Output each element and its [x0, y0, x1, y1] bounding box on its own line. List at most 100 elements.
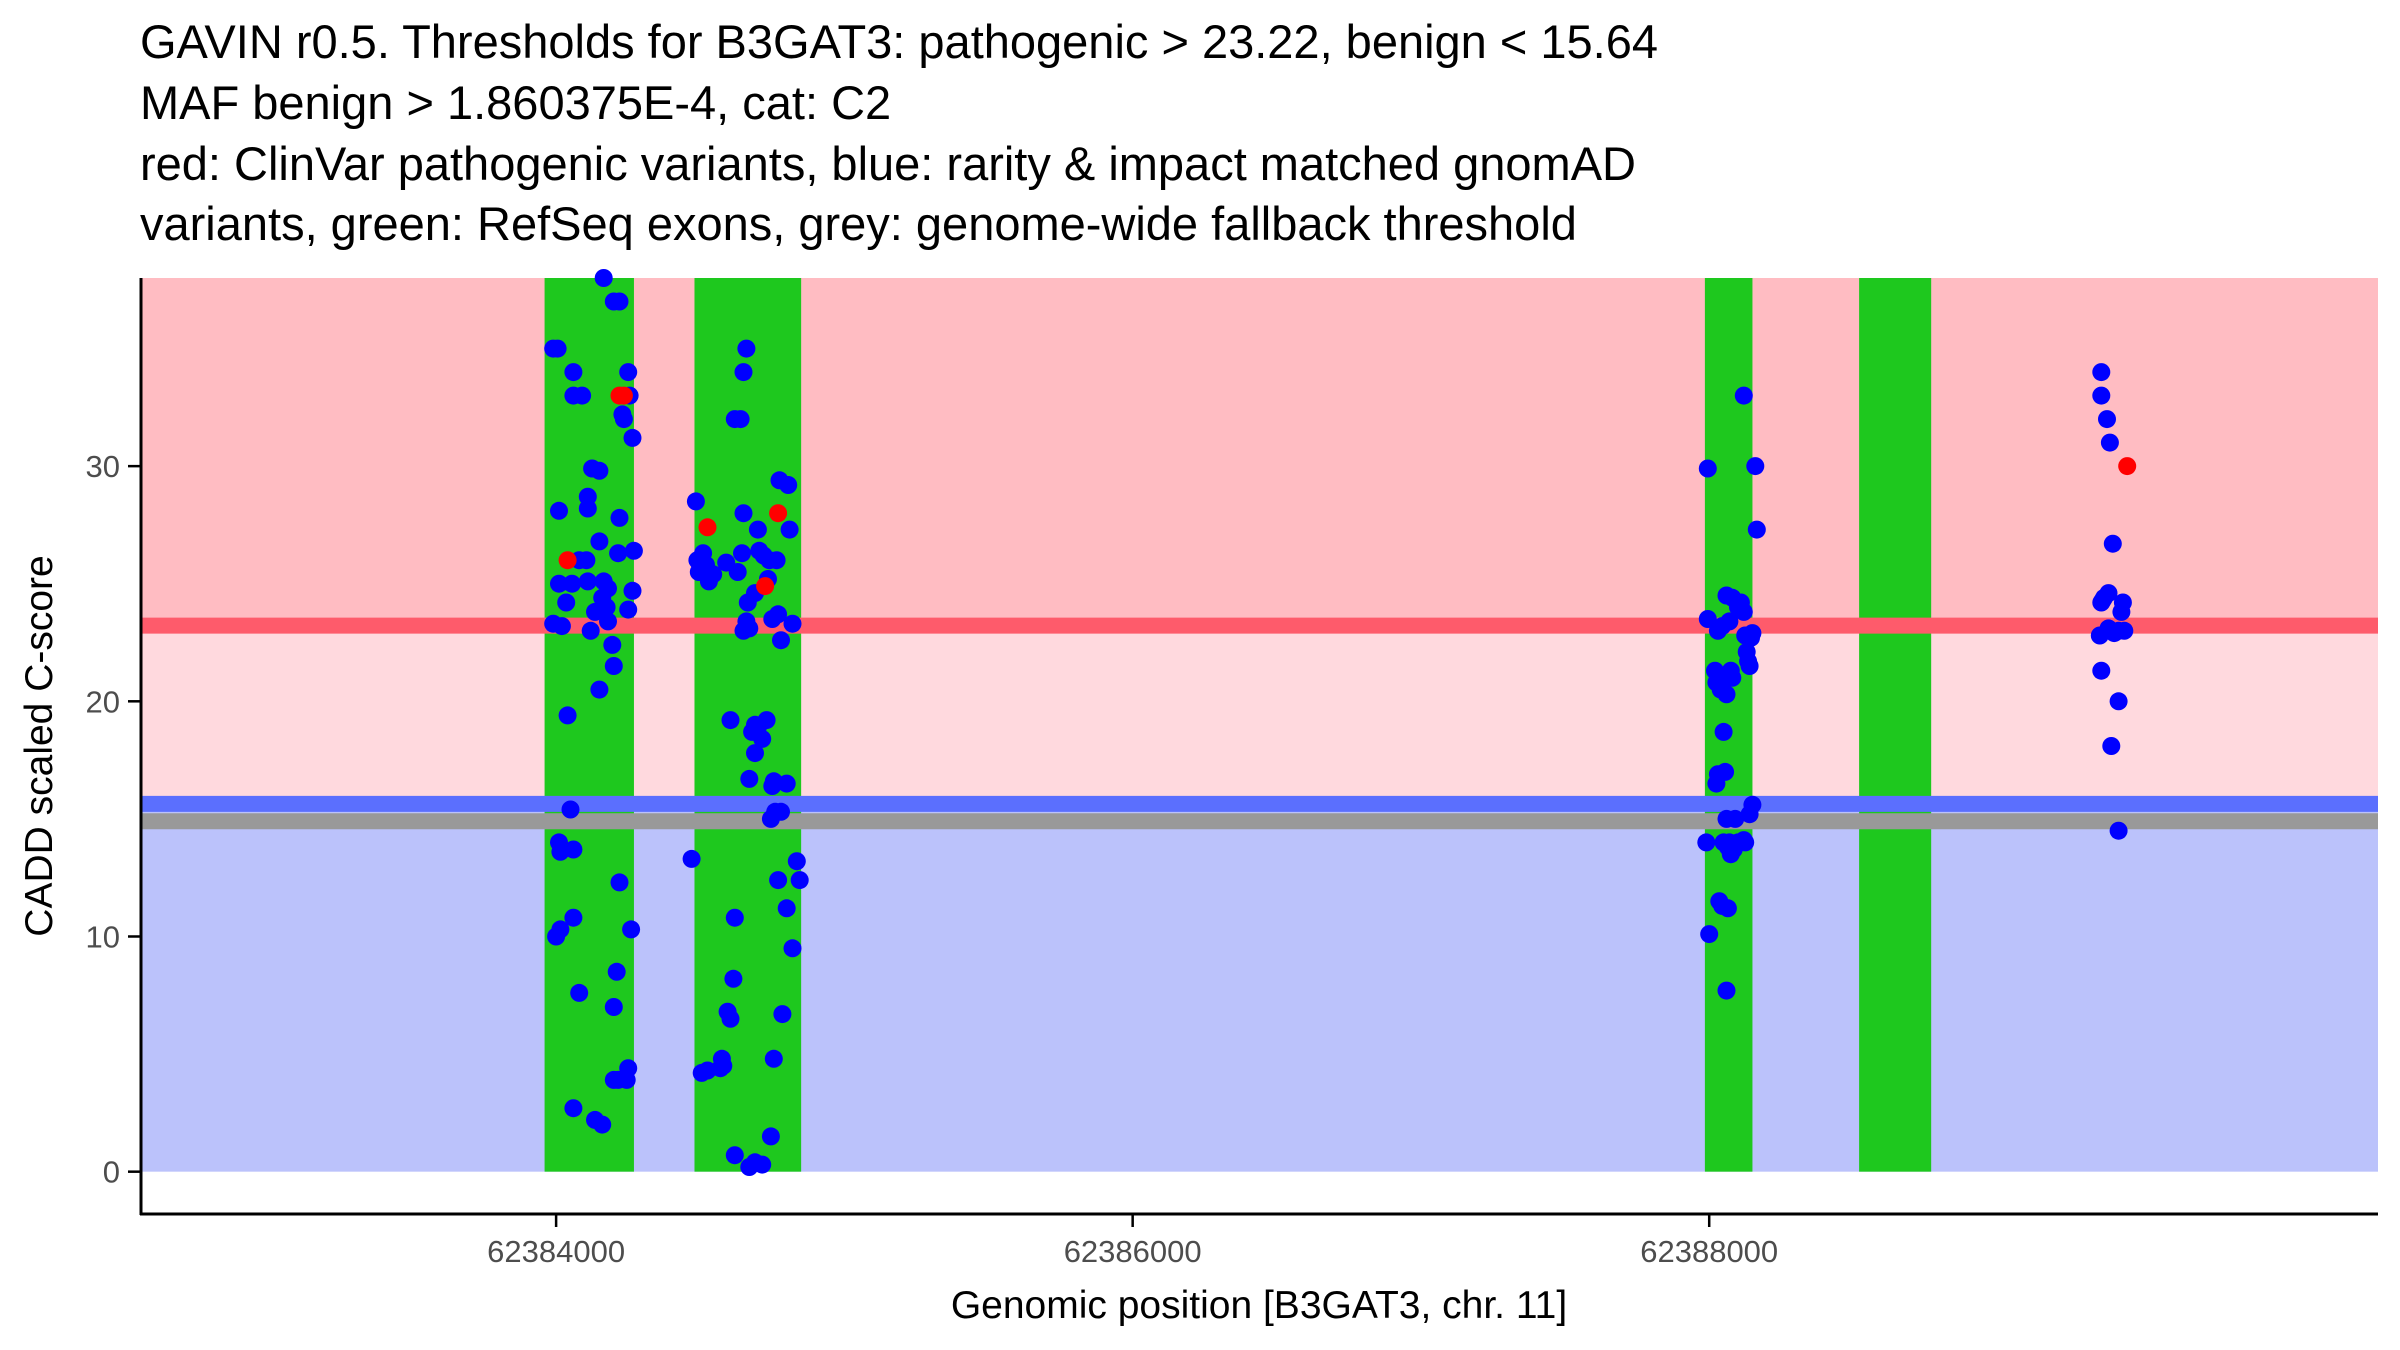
benign-variant-point-51 — [564, 1099, 583, 1118]
benign-variant-point-181 — [2092, 386, 2111, 405]
benign-variant-point-81 — [767, 551, 786, 570]
exon-band-4 — [1859, 278, 1932, 1172]
benign-variant-point-71 — [728, 563, 747, 581]
y-tick-label-30: 30 — [86, 449, 120, 484]
benign-variant-point-84 — [779, 476, 798, 494]
benign-variant-point-112 — [769, 871, 788, 890]
benign-variant-point-3 — [564, 363, 583, 382]
benign-variant-point-7 — [550, 574, 568, 593]
axes — [139, 278, 2378, 1216]
y-tick-label-10: 10 — [86, 919, 120, 954]
benign-variant-point-42 — [558, 706, 577, 725]
benign-variant-point-149 — [1743, 624, 1762, 643]
y-axis-title: CADD scaled C-score — [18, 555, 61, 936]
benign-variant-point-15 — [577, 551, 596, 570]
benign-variant-point-116 — [764, 1049, 783, 1068]
benign-variant-point-16 — [578, 572, 597, 591]
title-line-4: variants, green: RefSeq exons, grey: gen… — [140, 197, 1577, 250]
title-line-2: MAF benign > 1.860375E-4, cat: C2 — [140, 76, 891, 129]
benign-variant-point-129 — [753, 1155, 772, 1174]
x-tick-label-62386000: 62386000 — [1064, 1234, 1202, 1269]
pathogenic-variant-point-4 — [698, 518, 717, 537]
pathogenic-variant-point-1 — [558, 551, 577, 570]
benign-variant-point-59 — [607, 962, 626, 981]
benign-variant-point-39 — [590, 680, 609, 699]
benign-variant-point-113 — [777, 899, 796, 918]
benign-variant-point-183 — [2100, 433, 2119, 452]
benign-variant-point-115 — [773, 1005, 792, 1024]
pathogenic-variant-point-5 — [756, 577, 775, 596]
benign-variant-point-33 — [624, 541, 643, 560]
benign-variant-point-101 — [753, 729, 772, 748]
benign-variant-point-60 — [610, 873, 629, 892]
pathogenic-variant-point-7 — [2118, 457, 2137, 476]
benign-variant-point-17 — [581, 621, 600, 640]
benign-variant-point-177 — [1717, 981, 1736, 1000]
benign-variant-point-184 — [2103, 534, 2122, 553]
benign-variant-point-50 — [570, 983, 589, 1002]
benign-variant-point-156 — [1723, 668, 1742, 687]
benign-variant-point-35 — [619, 600, 638, 619]
benign-variant-point-25 — [604, 657, 623, 675]
benign-variant-point-171 — [1743, 795, 1762, 814]
benign-variant-point-199 — [2093, 591, 2112, 610]
benign-variant-point-94 — [734, 363, 753, 382]
benign-variant-point-120 — [721, 1009, 740, 1028]
benign-variant-point-24 — [603, 635, 622, 654]
benign-variant-point-196 — [2109, 692, 2128, 711]
benign-variant-point-27 — [610, 508, 629, 527]
benign-variant-point-157 — [1714, 722, 1733, 741]
x-tick-label-62384000: 62384000 — [487, 1234, 625, 1269]
benign-variant-point-97 — [721, 711, 740, 730]
benign-variant-point-130 — [761, 1127, 780, 1146]
benign-variant-point-22 — [597, 598, 616, 617]
benign-variant-point-131 — [698, 1061, 717, 1080]
benign-variant-point-76 — [748, 520, 767, 539]
benign-variant-point-103 — [746, 744, 764, 763]
benign-variant-point-29 — [613, 405, 632, 424]
benign-variant-point-57 — [619, 1059, 638, 1078]
benign-variant-point-88 — [769, 605, 788, 624]
benign-variant-point-180 — [2092, 363, 2111, 382]
benign-variant-point-172 — [1697, 833, 1716, 852]
benign-variant-point-32 — [623, 428, 642, 447]
series-gnomad-benign — [544, 269, 2134, 1176]
benign-variant-point-5 — [564, 386, 583, 405]
benign-variant-point-23 — [599, 612, 617, 631]
title-line-3: red: ClinVar pathogenic variants, blue: … — [140, 137, 1636, 190]
benign-variant-point-91 — [740, 619, 759, 638]
benign-variant-point-63 — [686, 492, 705, 511]
benign-variant-point-58 — [604, 998, 623, 1016]
variant-points — [544, 269, 2137, 1176]
exon-band-1 — [544, 278, 634, 1172]
x-tick-label-62388000: 62388000 — [1640, 1234, 1778, 1269]
benign-variant-point-135 — [1747, 520, 1766, 539]
benign-variant-point-96 — [740, 769, 759, 788]
benign-variant-point-2 — [548, 339, 567, 358]
benign-variant-point-195 — [2092, 661, 2111, 680]
benign-variant-point-95 — [737, 339, 756, 358]
benign-variant-point-19 — [590, 532, 609, 551]
benign-variant-point-147 — [1740, 657, 1759, 675]
region-intermediate — [140, 625, 2378, 804]
benign-variant-point-53 — [593, 1115, 612, 1134]
benign-variant-point-48 — [551, 920, 570, 939]
benign-variant-point-110 — [787, 852, 806, 871]
benign-variant-point-179 — [1731, 593, 1750, 612]
region-pathogenic — [140, 278, 2378, 626]
benign-variant-point-26 — [609, 544, 628, 563]
benign-variant-point-43 — [561, 800, 580, 819]
benign-variant-point-126 — [725, 1146, 744, 1165]
x-axis-title: Genomic position [B3GAT3, chr. 11] — [951, 1284, 1567, 1327]
benign-variant-point-37 — [610, 292, 629, 311]
benign-variant-point-49 — [564, 908, 583, 927]
benign-variant-point-197 — [2102, 737, 2121, 755]
chart-title: GAVIN r0.5. Thresholds for B3GAT3: patho… — [140, 15, 1658, 250]
benign-variant-point-85 — [780, 520, 799, 539]
benign-variant-point-123 — [714, 1056, 733, 1075]
benign-variant-point-73 — [734, 504, 753, 523]
benign-variant-point-134 — [1746, 457, 1765, 476]
pathogenic-variant-point-3 — [610, 386, 629, 405]
threshold-lines — [140, 617, 2378, 830]
benign-variant-point-30 — [619, 363, 638, 382]
